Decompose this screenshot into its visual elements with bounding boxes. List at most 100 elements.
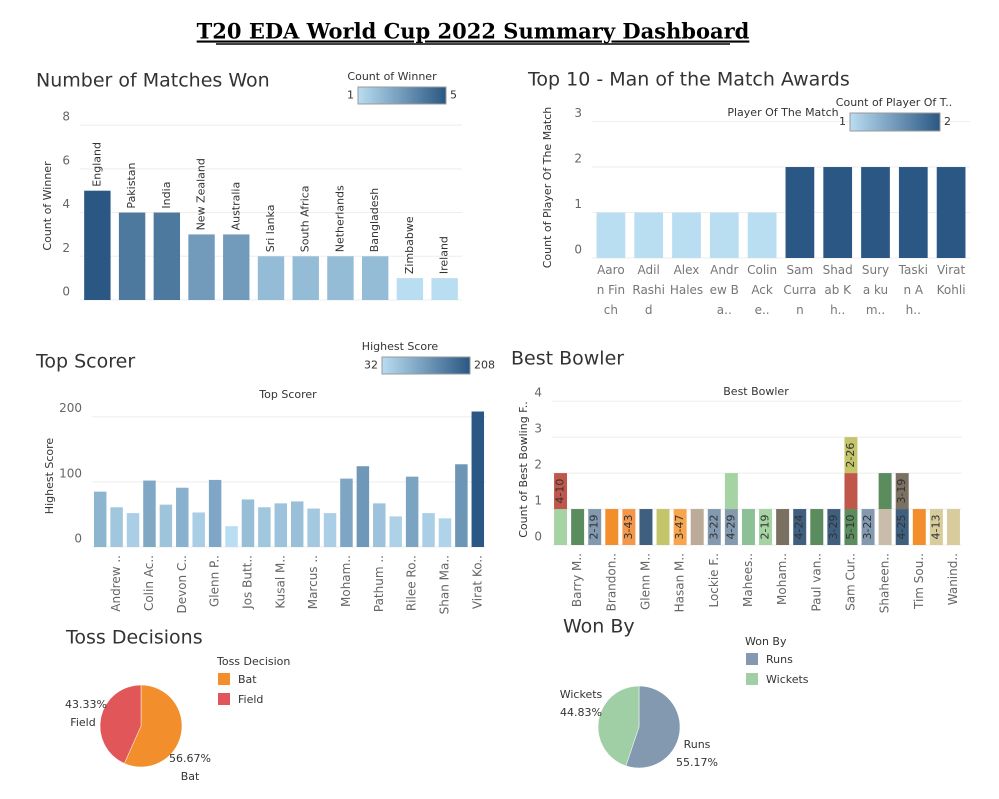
bar-segment bbox=[878, 473, 892, 510]
y-axis-label: Highest Score bbox=[43, 438, 56, 515]
chart-title: Number of Matches Won bbox=[36, 70, 270, 92]
bar bbox=[422, 513, 435, 547]
y-tick-label: 0 bbox=[534, 530, 542, 544]
slice-value-label: 55.17% bbox=[676, 756, 718, 769]
bar-segment bbox=[622, 509, 636, 545]
y-tick-label: 1 bbox=[534, 494, 542, 508]
chart-subtitle: Player Of The Match bbox=[727, 106, 838, 119]
segment-label: 3-22 bbox=[707, 515, 720, 540]
bar-segment bbox=[707, 509, 721, 545]
bar bbox=[356, 466, 370, 547]
bar-category-label: Ireland bbox=[438, 236, 451, 274]
bar-segment bbox=[810, 509, 824, 545]
bar bbox=[292, 256, 319, 300]
pie-slice bbox=[99, 684, 142, 764]
bar-segment bbox=[827, 509, 841, 545]
legend-min: 1 bbox=[839, 115, 846, 128]
x-tick-label: Devon C.. bbox=[175, 555, 189, 614]
x-tick-label: Shaheen.. bbox=[878, 553, 892, 613]
pie-slice bbox=[123, 684, 183, 768]
y-tick-label: 0 bbox=[74, 532, 82, 546]
bar bbox=[455, 464, 468, 547]
x-tick-label: Adil Rashid bbox=[632, 263, 665, 317]
legend-title: Highest Score bbox=[362, 340, 439, 353]
x-tick-label: Jos Butt.. bbox=[240, 555, 254, 610]
y-tick-label: 6 bbox=[62, 153, 70, 167]
x-tick-label: Moham.. bbox=[339, 555, 353, 607]
bar-segment bbox=[895, 509, 909, 545]
x-tick-label: Wanind.. bbox=[946, 553, 960, 605]
bar-segment bbox=[861, 509, 875, 545]
x-tick-label: Virat Kohli bbox=[936, 263, 966, 297]
bar-segment bbox=[571, 509, 585, 545]
x-tick-label: Mahees.. bbox=[741, 553, 755, 607]
x-tick-label: Shadab Kh.. bbox=[822, 263, 853, 317]
y-tick-label: 3 bbox=[574, 106, 582, 120]
bar-segment bbox=[554, 473, 568, 510]
x-tick-label: Sam Curran bbox=[783, 263, 817, 317]
y-tick-label: 0 bbox=[574, 243, 582, 257]
y-tick-label: 4 bbox=[62, 197, 70, 211]
legend-entry: Bat bbox=[238, 673, 257, 686]
segment-label: 4-29 bbox=[724, 515, 737, 540]
x-tick-label: Tim Sou.. bbox=[912, 553, 926, 610]
bar bbox=[176, 487, 189, 547]
x-tick-label: Taskin Ah.. bbox=[898, 263, 928, 317]
y-tick-label: 200 bbox=[59, 401, 82, 415]
x-tick-label: Barry M.. bbox=[570, 553, 584, 607]
bar bbox=[431, 278, 458, 300]
chart-title: Best Bowler bbox=[511, 348, 624, 370]
y-axis-label: Count of Best Bowling F.. bbox=[517, 401, 530, 538]
x-tick-label: Andrew Ba.. bbox=[709, 263, 739, 317]
bar bbox=[110, 507, 123, 547]
bar-segment bbox=[724, 509, 738, 545]
bar-segment bbox=[554, 509, 568, 545]
x-tick-label: Shan Ma.. bbox=[437, 555, 451, 614]
legend-title: Count of Winner bbox=[347, 70, 437, 83]
pie-slice bbox=[625, 685, 681, 769]
bar bbox=[126, 513, 140, 547]
y-tick-label: 100 bbox=[59, 466, 82, 480]
segment-label: 3-43 bbox=[622, 515, 635, 540]
bar-segment bbox=[946, 509, 960, 545]
bar-category-label: India bbox=[160, 182, 173, 209]
y-axis-label: Count of Winner bbox=[41, 161, 54, 251]
x-tick-label: Aaron Finch bbox=[596, 263, 626, 317]
bar bbox=[327, 256, 354, 300]
segment-label: 3-19 bbox=[895, 479, 908, 504]
bar bbox=[241, 499, 255, 547]
x-tick-label: Pathum .. bbox=[372, 555, 386, 612]
bar bbox=[361, 256, 389, 300]
x-tick-label: Moham.. bbox=[775, 553, 789, 605]
bar bbox=[340, 478, 353, 547]
segment-label: 2-19 bbox=[759, 515, 772, 540]
bar bbox=[438, 518, 452, 547]
bar bbox=[709, 212, 739, 258]
legend-title: Won By bbox=[745, 635, 787, 648]
legend-entry: Field bbox=[238, 693, 263, 706]
bar-category-label: Zimbabwe bbox=[403, 216, 416, 274]
segment-label: 4-24 bbox=[793, 515, 806, 540]
x-tick-label: Sam Cur.. bbox=[843, 553, 857, 611]
bar bbox=[396, 278, 424, 300]
segment-label: 4-10 bbox=[554, 479, 567, 504]
bar bbox=[192, 512, 205, 547]
bar bbox=[634, 212, 664, 258]
bar bbox=[208, 479, 222, 547]
bar bbox=[373, 503, 386, 547]
segment-label: 4-25 bbox=[895, 515, 908, 540]
x-tick-label: Colin Acke.. bbox=[747, 263, 778, 317]
segment-label: 2-26 bbox=[844, 443, 857, 468]
legend-ramp bbox=[381, 356, 471, 375]
legend-swatch bbox=[746, 673, 758, 685]
x-tick-label: Alex Hales bbox=[669, 263, 704, 297]
dashboard-title: T20 EDA World Cup 2022 Summary Dashboard bbox=[197, 19, 750, 44]
bar-category-label: England bbox=[90, 142, 103, 187]
slice-name-label: Runs bbox=[684, 738, 711, 751]
segment-label: 3-29 bbox=[827, 515, 840, 540]
segment-label: 2-19 bbox=[588, 515, 601, 540]
x-tick-label: Andrew .. bbox=[109, 555, 123, 612]
bar-segment bbox=[759, 509, 773, 545]
